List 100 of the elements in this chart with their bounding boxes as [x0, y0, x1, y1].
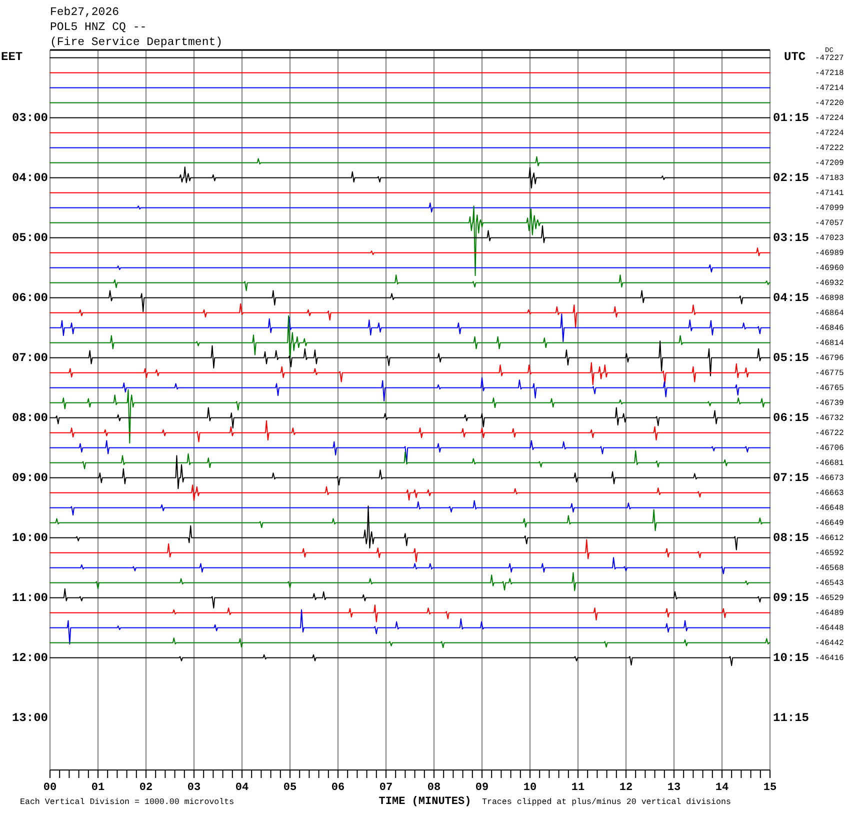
y-tick-label: 09:00	[12, 470, 48, 485]
text: -46448	[815, 624, 844, 633]
x-tick-label: 00	[43, 782, 57, 794]
text: -46489	[815, 608, 844, 618]
text: -46864	[815, 308, 844, 318]
line-series	[50, 440, 770, 464]
y-tick-label: 06:00	[12, 290, 48, 305]
x-tick-label: 10	[523, 782, 537, 794]
x-tick-label: 09	[475, 782, 489, 794]
text: -47220	[815, 98, 844, 108]
text: -47099	[815, 204, 844, 213]
y2-tick-label: 03:15	[773, 230, 810, 245]
line-series	[50, 274, 770, 292]
line-series	[50, 557, 770, 574]
text: -46416	[815, 654, 844, 663]
y2-tick-label: 02:15	[773, 170, 810, 185]
line-series	[50, 389, 770, 444]
text: -47209	[815, 158, 844, 168]
line-series	[50, 156, 770, 166]
y-tick-label: 07:00	[12, 350, 48, 365]
line-series	[50, 638, 770, 648]
text: -46706	[815, 444, 844, 453]
line-series	[50, 484, 770, 502]
line-series	[50, 166, 770, 188]
y2-tick-label: 07:15	[773, 470, 810, 485]
text: -46732	[815, 414, 844, 423]
line-series	[50, 290, 770, 312]
x-tick-label: 12	[619, 782, 633, 794]
line-series	[50, 506, 770, 550]
text: -46932	[815, 278, 844, 288]
text: -46663	[815, 488, 844, 498]
line-series	[50, 377, 770, 402]
line-series	[50, 455, 770, 490]
x-tick-label: 14	[715, 782, 729, 794]
text: -46673	[815, 474, 844, 483]
text: -46612	[815, 534, 844, 543]
text: -46796	[815, 354, 844, 363]
x-tick-label: 01	[91, 782, 105, 794]
line-series	[50, 609, 770, 644]
y2-tick-label: 11:15	[773, 710, 810, 725]
line-series	[50, 225, 770, 244]
text: -47224	[815, 114, 844, 123]
line-series	[50, 500, 770, 516]
line-series	[50, 450, 770, 470]
x-tick-label: 05	[283, 782, 297, 794]
text: -46898	[815, 294, 844, 303]
line-series	[50, 264, 770, 272]
text: -46568	[815, 564, 844, 573]
y2-tick-label: 06:15	[773, 410, 810, 425]
text: -46649	[815, 518, 844, 528]
x-axis-title: TIME (MINUTES)	[378, 796, 472, 808]
text: -46846	[815, 324, 844, 333]
line-series	[50, 407, 770, 428]
text: -46739	[815, 398, 844, 408]
line-series	[50, 420, 770, 442]
text: -46775	[815, 368, 844, 378]
y-tick-label: 05:00	[12, 230, 48, 245]
x-tick-label: 08	[427, 782, 441, 794]
y2-tick-label: 10:15	[773, 650, 810, 665]
y2-tick-label: 05:15	[773, 350, 810, 365]
y2-axis-title: UTC	[784, 50, 806, 64]
y-tick-label: 11:00	[12, 590, 48, 605]
line-series	[50, 654, 770, 666]
text: Each Vertical Division = 1000.00 microvolts	[20, 797, 234, 808]
text: -47224	[815, 128, 844, 138]
y2-tick-label: 08:15	[773, 530, 810, 545]
text: -47057	[815, 218, 844, 228]
text: -46442	[815, 638, 844, 648]
y-tick-label: 13:00	[12, 710, 48, 725]
x-tick-label: 11	[571, 782, 585, 794]
text: -46765	[815, 384, 844, 393]
text: -46681	[815, 458, 844, 468]
text: -46989	[815, 248, 844, 258]
line-series	[50, 303, 770, 328]
line-series	[50, 509, 770, 532]
chart-subtitle: POL5 HNZ CQ -- (Fire Service Department)	[50, 21, 223, 50]
y2-tick-label: 04:15	[773, 290, 810, 305]
text: -47023	[815, 234, 844, 243]
x-tick-label: 15	[763, 782, 777, 794]
line-series	[50, 362, 770, 386]
line-series	[50, 248, 770, 256]
text: -46592	[815, 548, 844, 558]
line-series	[50, 314, 770, 342]
line-series	[50, 572, 770, 592]
text: -47227	[815, 54, 844, 63]
x-tick-label: 07	[379, 782, 393, 794]
y-axis-title: EET	[1, 50, 23, 64]
text: -47141	[815, 188, 844, 198]
text: -46722	[815, 428, 844, 438]
x-tick-label: 03	[187, 782, 201, 794]
text: Traces clipped at plus/minus 20 vertical divisions	[482, 797, 731, 808]
text: -47183	[815, 174, 844, 183]
text: -46543	[815, 578, 844, 588]
line-series	[50, 604, 770, 622]
x-tick-label: 13	[667, 782, 681, 794]
y-tick-label: 04:00	[12, 170, 48, 185]
y-tick-label: 10:00	[12, 530, 48, 545]
text: -47218	[815, 68, 844, 78]
text: -46960	[815, 264, 844, 273]
line-series	[50, 206, 770, 276]
